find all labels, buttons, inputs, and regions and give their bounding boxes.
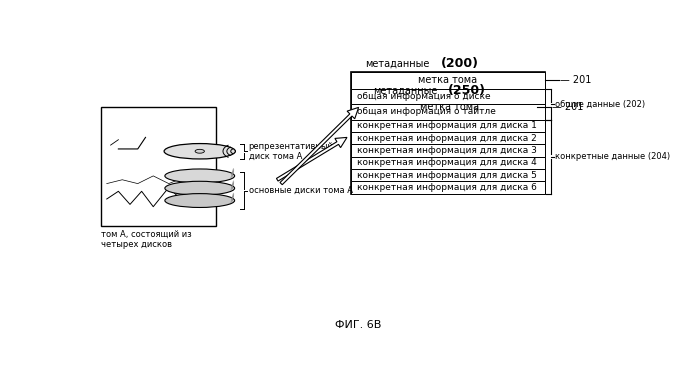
Text: — 201: — 201 xyxy=(552,102,584,112)
Bar xyxy=(351,104,545,120)
Text: конкретная информация для диска 4: конкретная информация для диска 4 xyxy=(357,158,537,167)
Polygon shape xyxy=(276,137,347,181)
Bar xyxy=(351,72,545,89)
Text: репрезентативный
диск тома А: репрезентативный диск тома А xyxy=(249,141,333,161)
Bar xyxy=(351,72,545,194)
Text: конкретная информация для диска 3: конкретная информация для диска 3 xyxy=(357,146,537,155)
Bar xyxy=(351,120,545,132)
Text: метка тома: метка тома xyxy=(420,102,480,112)
Text: (250): (250) xyxy=(448,84,486,97)
Ellipse shape xyxy=(165,194,235,207)
Bar xyxy=(351,144,545,157)
Bar xyxy=(363,99,537,116)
Text: конкретная информация для диска 6: конкретная информация для диска 6 xyxy=(357,183,537,192)
Bar xyxy=(351,157,545,169)
Text: конкретные данные (204): конкретные данные (204) xyxy=(556,152,670,161)
Bar xyxy=(351,181,545,194)
Text: метаданные: метаданные xyxy=(365,58,430,69)
Polygon shape xyxy=(280,107,359,185)
Text: общие данные (202): общие данные (202) xyxy=(556,100,646,109)
Text: конкретная информация для диска 1: конкретная информация для диска 1 xyxy=(357,122,537,130)
Text: метаданные: метаданные xyxy=(373,86,438,95)
Ellipse shape xyxy=(165,169,235,183)
Text: (200): (200) xyxy=(440,57,478,70)
Text: метка тома: метка тома xyxy=(418,75,477,86)
Text: общая информация о диске: общая информация о диске xyxy=(357,92,491,101)
Text: общая информация о тайтле: общая информация о тайтле xyxy=(357,108,496,117)
Ellipse shape xyxy=(165,181,235,195)
Ellipse shape xyxy=(195,149,204,153)
Bar xyxy=(351,169,545,181)
Bar xyxy=(351,89,545,104)
Text: ФИГ. 6В: ФИГ. 6В xyxy=(336,320,382,330)
Text: — 201: — 201 xyxy=(560,75,591,86)
Text: конкретная информация для диска 2: конкретная информация для диска 2 xyxy=(357,134,537,142)
Bar xyxy=(101,106,216,226)
Ellipse shape xyxy=(164,144,236,159)
Bar xyxy=(351,132,545,144)
Text: том А, состоящий из
четырех дисков: том А, состоящий из четырех дисков xyxy=(101,230,192,249)
Text: конкретная информация для диска 5: конкретная информация для диска 5 xyxy=(357,171,537,180)
Text: основные диски тома А: основные диски тома А xyxy=(249,186,352,195)
